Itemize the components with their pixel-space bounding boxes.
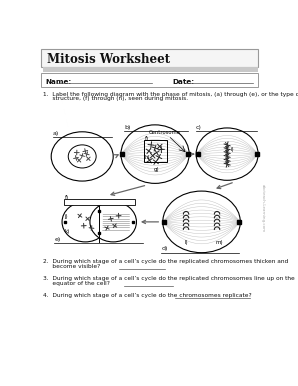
Text: d): d) [161, 246, 167, 251]
Text: g): g) [153, 167, 159, 172]
Text: 1.  Label the following diagram with the phase of mitosis, (a) through (e), or t: 1. Label the following diagram with the … [44, 92, 298, 97]
Text: l): l) [184, 240, 188, 245]
Text: f): f) [145, 136, 149, 141]
Text: h): h) [145, 155, 150, 160]
FancyBboxPatch shape [41, 49, 258, 67]
Text: j): j) [64, 214, 68, 219]
Text: e): e) [54, 237, 60, 242]
Text: Date:: Date: [173, 79, 195, 85]
Text: Centrosome: Centrosome [148, 130, 180, 135]
Text: structure, (f) through (n), seen during mitosis.: structure, (f) through (n), seen during … [44, 96, 189, 102]
Text: k): k) [64, 229, 70, 234]
Ellipse shape [121, 125, 189, 183]
Text: equator of the cell?: equator of the cell? [44, 281, 110, 286]
Text: a): a) [53, 131, 59, 136]
Ellipse shape [90, 202, 136, 242]
Text: Name:: Name: [45, 79, 71, 85]
Text: i): i) [230, 147, 234, 152]
Text: b): b) [124, 125, 131, 130]
Text: 4.  During which stage of a cell’s cycle do the chromosomes replicate?: 4. During which stage of a cell’s cycle … [44, 293, 252, 298]
Text: f): f) [64, 195, 69, 200]
FancyBboxPatch shape [63, 199, 135, 205]
Bar [44, 67, 258, 72]
Ellipse shape [62, 202, 108, 242]
Text: m): m) [215, 240, 223, 245]
Text: abcteach-Learning.com: abcteach-Learning.com [261, 184, 265, 232]
Ellipse shape [196, 128, 258, 180]
Text: become visible?: become visible? [44, 264, 101, 269]
Text: Mitosis Worksheet: Mitosis Worksheet [46, 53, 170, 66]
Ellipse shape [68, 145, 96, 168]
Ellipse shape [51, 132, 113, 181]
Text: 3.  During which stage of a cell’s cycle do the replicated chromosomes line up o: 3. During which stage of a cell’s cycle … [44, 276, 295, 281]
Text: 2.  During which stage of a cell’s cycle do the replicated chromosomes thicken a: 2. During which stage of a cell’s cycle … [44, 259, 289, 264]
Ellipse shape [163, 191, 240, 253]
FancyBboxPatch shape [41, 73, 258, 87]
Text: c): c) [196, 125, 202, 130]
